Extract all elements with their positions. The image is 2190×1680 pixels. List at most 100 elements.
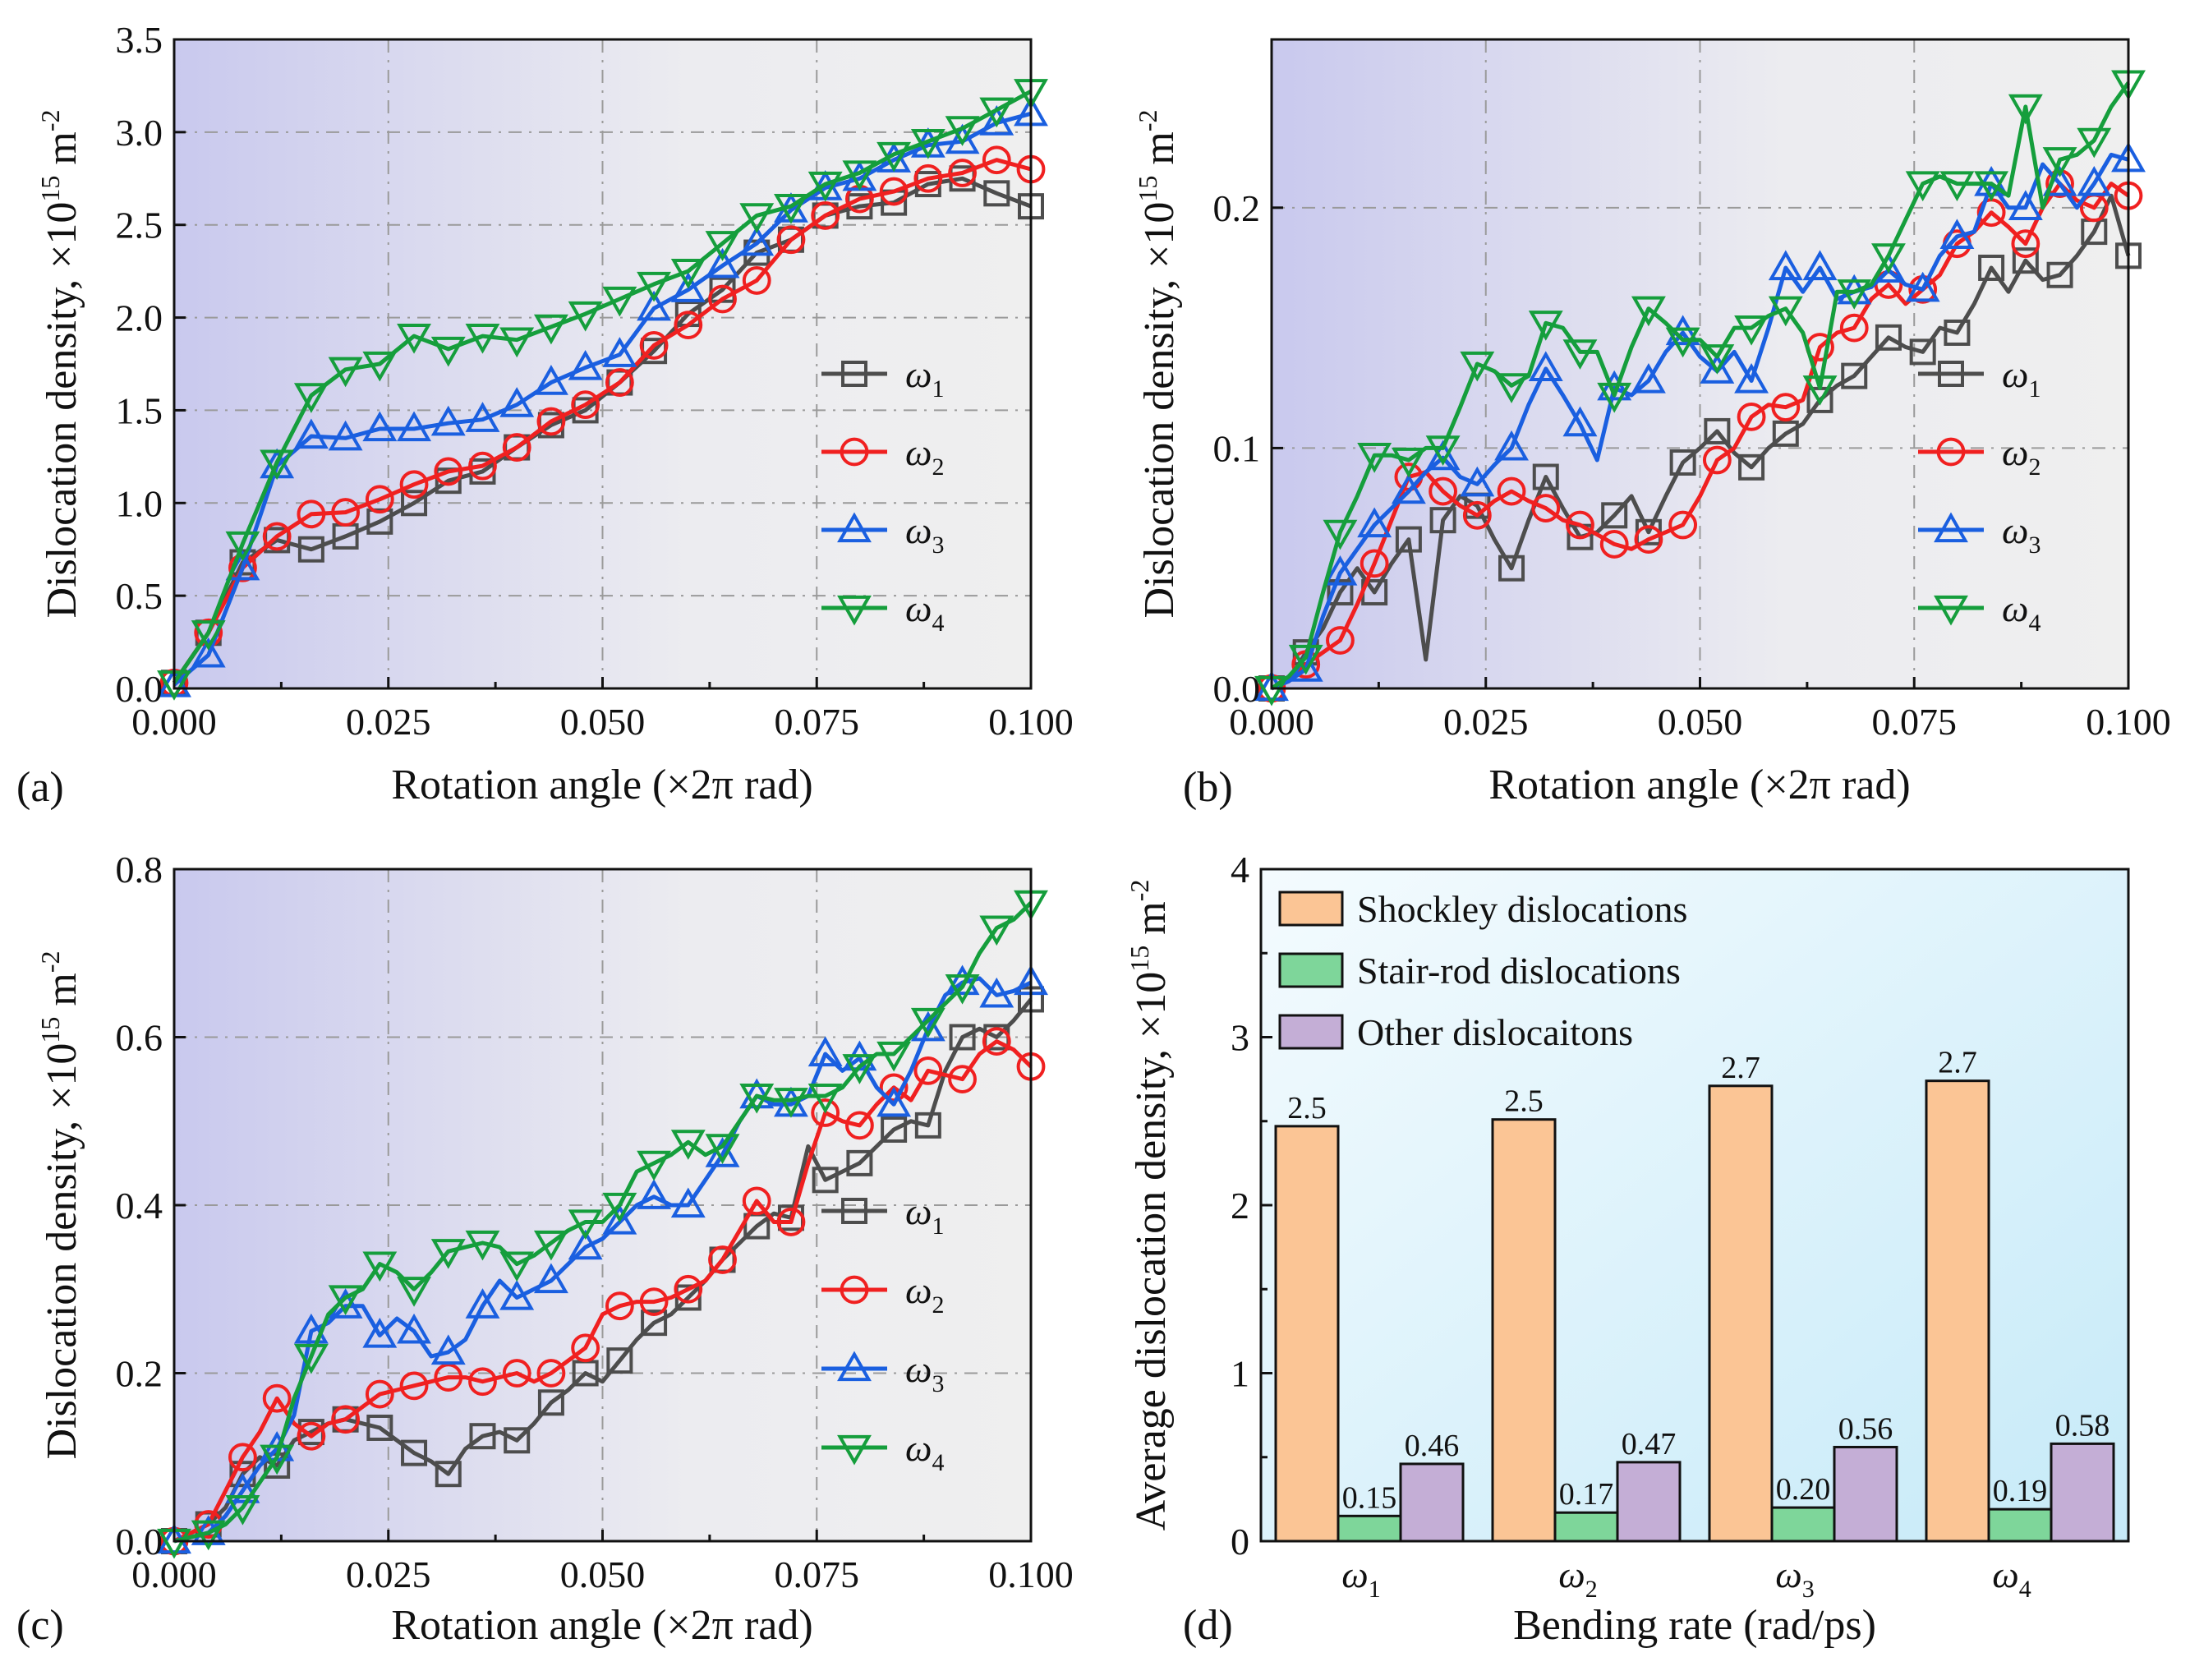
data-point-w2: [913, 163, 943, 193]
data-point-w2: [913, 1056, 943, 1085]
panel-c-axes-frame: [173, 868, 1033, 1543]
x-tick-label: 0.050: [1658, 701, 1743, 743]
data-point-w2: [262, 522, 292, 551]
data-point-w1: [983, 180, 1010, 207]
data-point-w3: [1425, 440, 1461, 471]
bar-value-label: 0.20: [1776, 1472, 1831, 1507]
legend-label-w2: ω2: [905, 431, 944, 481]
data-point-w3: [1631, 362, 1666, 394]
data-point-w2: [1531, 494, 1561, 522]
data-point-w3: [1768, 250, 1803, 281]
data-point-w2: [536, 1359, 566, 1388]
data-point-w1: [435, 1461, 462, 1488]
panel-a-y-axis-label: Dislocation density, ×1015 m-2: [35, 109, 85, 618]
legend-marker-w1: [841, 361, 867, 387]
data-point-w4: [225, 531, 260, 562]
bar-stair-rod: [1337, 1514, 1402, 1543]
data-point-w4: [1665, 327, 1700, 358]
data-point-w4: [1837, 279, 1872, 310]
data-point-w3: [705, 247, 740, 278]
data-point-w3: [670, 1187, 706, 1218]
data-point-w4: [1357, 443, 1392, 473]
data-point-w3: [1905, 271, 1940, 302]
x-tick-label: 0.000: [131, 701, 217, 743]
legend-label-w1: ω1: [905, 1190, 944, 1240]
data-point-w4: [637, 1150, 672, 1181]
y-tick-label: 0.0: [116, 1521, 163, 1563]
legend-swatch-shockley: [1278, 891, 1344, 927]
panel-d-y-axis-label: Average dislocation density, ×1015 m-2: [1125, 880, 1175, 1531]
data-point-w4: [1939, 171, 1975, 202]
data-point-w2: [674, 311, 703, 340]
data-point-w2: [776, 225, 806, 255]
panel-a-x-axis-label: Rotation angle (×2π rad): [391, 762, 812, 808]
data-point-w4: [774, 194, 808, 224]
data-point-w4: [191, 1520, 226, 1551]
bar-group-2: 2.5 0.170.47: [1491, 1084, 1682, 1543]
panel-d-tag: (d): [1183, 1602, 1233, 1649]
x-tick-label: 0.000: [1229, 701, 1314, 743]
data-point-w3: [225, 1473, 260, 1503]
panel-c-tag: (c): [16, 1602, 64, 1649]
panel-a-line-chart: 0.000 0.025 0.050 0.075 0.100 0.0 0.5 1.0 1.5 2.0…: [16, 19, 1074, 811]
y-tick-label: 2.0: [116, 297, 163, 339]
legend-swatch-other: [1278, 1014, 1344, 1050]
panel-d-x-axis-label: Bending rate (rad/ps): [1513, 1602, 1876, 1649]
bar-stair-rod: [1553, 1511, 1619, 1543]
data-point-w4: [533, 1230, 568, 1261]
data-point-w2: [605, 1291, 634, 1321]
data-point-w2: [639, 1287, 669, 1316]
data-point-w1: [1841, 362, 1868, 389]
y-tick-label: 3.5: [116, 19, 163, 61]
data-point-w4: [670, 259, 706, 289]
x-tick-label: 0.025: [346, 701, 431, 743]
data-point-w3: [945, 123, 980, 154]
data-point-w2: [879, 177, 909, 206]
legend-entry-stair-rod: Stair-rod dislocations: [1278, 950, 1681, 992]
data-point-w4: [1631, 296, 1666, 327]
data-point-w1: [504, 1427, 531, 1454]
data-point-w1: [1429, 507, 1456, 534]
legend-swatch-stair-rod: [1278, 952, 1344, 988]
data-point-w4: [328, 1285, 363, 1316]
data-point-w4: [1391, 447, 1426, 478]
data-point-w3: [602, 337, 637, 367]
data-point-w3: [2008, 190, 2043, 220]
data-point-w2: [776, 1208, 806, 1236]
data-point-w3: [362, 1317, 398, 1348]
panel-b-axes-frame: [1270, 38, 2130, 690]
bar-value-label: 0.15: [1342, 1480, 1397, 1515]
x-tick-label: 0.100: [988, 1553, 1074, 1595]
x-tick-label: ω3: [1775, 1553, 1814, 1603]
bar-value-label: 0.17: [1559, 1477, 1614, 1512]
data-point-w4: [739, 1083, 775, 1114]
data-point-w2: [1360, 549, 1389, 578]
data-point-w4: [1288, 644, 1323, 675]
bar-group-4: 2.7 0.190.58: [1925, 1046, 2115, 1543]
y-tick-label: 3.0: [116, 112, 163, 154]
y-tick-label: 0.0: [116, 668, 163, 710]
data-point-w4: [293, 383, 329, 413]
data-point-w2: [331, 498, 361, 527]
data-point-w2: [468, 451, 497, 481]
data-point-w3: [739, 225, 775, 256]
data-point-w2: [1497, 476, 1526, 506]
data-point-w1: [846, 1149, 873, 1176]
legend-marker-w1: [841, 1198, 867, 1224]
data-point-w2: [468, 1367, 497, 1397]
data-point-w1: [1978, 254, 2005, 281]
data-point-w4: [670, 1130, 706, 1160]
legend-label-w4: ω4: [2002, 587, 2040, 637]
bar-stair-rod: [1770, 1506, 1836, 1543]
data-point-w4: [910, 1007, 945, 1038]
data-point-w4: [225, 1494, 260, 1526]
legend-entry-w1: ω1: [821, 1190, 944, 1240]
data-point-w4: [637, 271, 672, 302]
data-point-w2: [365, 1379, 394, 1409]
bar-value-label: 2.7: [1938, 1046, 1977, 1080]
data-point-w3: [533, 365, 568, 395]
data-point-w2: [434, 1363, 463, 1392]
data-point-w2: [982, 145, 1011, 175]
data-point-w2: [982, 1027, 1011, 1056]
